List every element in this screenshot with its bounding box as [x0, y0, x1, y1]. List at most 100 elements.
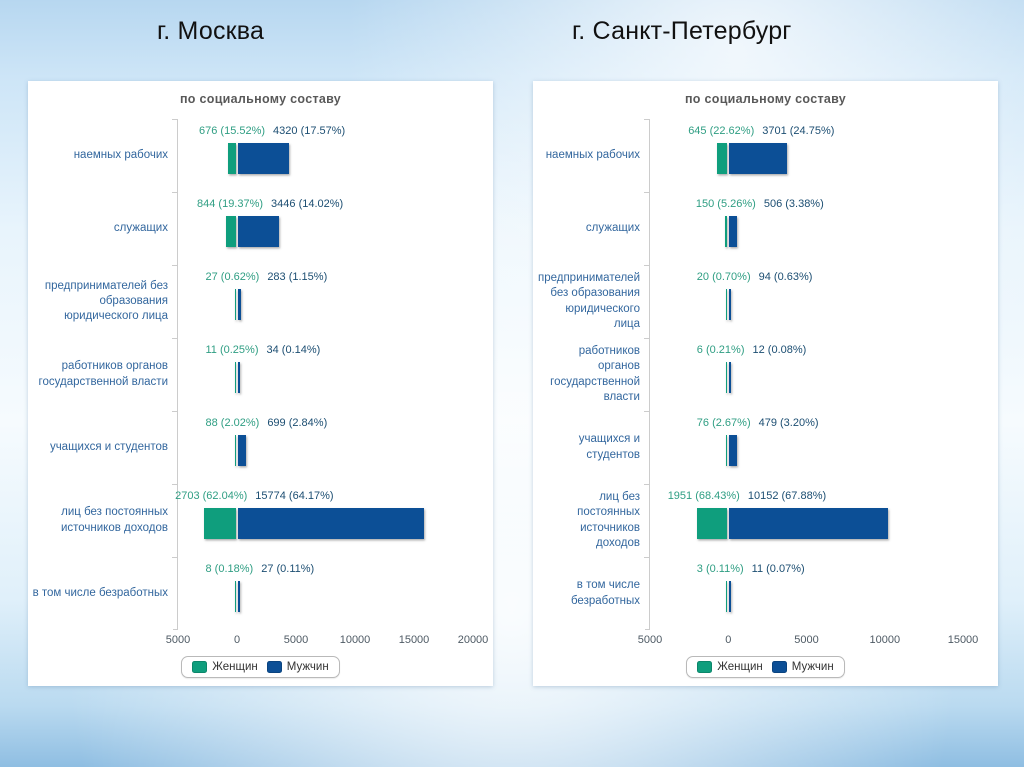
- legend-label-men: Мужчин: [791, 661, 834, 673]
- row-plot-area: 844 (19.37%) 3446 (14.02%): [178, 192, 493, 265]
- category-label: лиц без постоянных источников доходов: [28, 484, 178, 557]
- chart-rows: наемных рабочих 676 (15.52%) 4320 (17.57%)…: [28, 119, 493, 630]
- category-label: учащихся и студентов: [28, 411, 178, 484]
- chart-row: служащих 150 (5.26%) 506 (3.38%): [533, 192, 998, 265]
- legend-item-women[interactable]: Женщин: [192, 661, 258, 673]
- category-label: наемных рабочих: [533, 119, 650, 192]
- men-bar[interactable]: [238, 216, 279, 247]
- women-swatch-icon: [697, 661, 713, 673]
- legend: Женщин Мужчин: [686, 656, 845, 678]
- women-value-label: 8 (0.18%): [205, 563, 254, 575]
- men-value-label: 506 (3.38%): [763, 198, 824, 210]
- row-plot-area: 645 (22.62%) 3701 (24.75%): [650, 119, 998, 192]
- men-bar[interactable]: [729, 216, 738, 247]
- women-bar[interactable]: [725, 362, 728, 393]
- men-bar[interactable]: [238, 581, 240, 612]
- legend-label-men: Мужчин: [286, 661, 329, 673]
- row-plot-area: 8 (0.18%) 27 (0.11%): [178, 557, 493, 630]
- men-bar[interactable]: [238, 289, 242, 320]
- women-value-label: 1951 (68.43%): [667, 490, 740, 502]
- women-bar[interactable]: [234, 362, 236, 393]
- chart-row: наемных рабочих 645 (22.62%) 3701 (24.75%): [533, 119, 998, 192]
- women-bar[interactable]: [725, 581, 728, 612]
- men-bar[interactable]: [238, 143, 289, 174]
- women-bar[interactable]: [228, 143, 236, 174]
- legend-item-men[interactable]: Мужчин: [771, 661, 834, 673]
- men-value-label: 3701 (24.75%): [762, 125, 835, 137]
- women-value-label: 645 (22.62%): [688, 125, 755, 137]
- row-plot-area: 20 (0.70%) 94 (0.63%): [650, 265, 998, 338]
- men-bar[interactable]: [238, 362, 240, 393]
- chart-rows: наемных рабочих 645 (22.62%) 3701 (24.75%)…: [533, 119, 998, 630]
- men-value-label: 4320 (17.57%): [273, 125, 346, 137]
- women-bar[interactable]: [234, 435, 236, 466]
- category-label: учащихся и студентов: [533, 411, 650, 484]
- men-bar[interactable]: [729, 362, 731, 393]
- women-bar[interactable]: [204, 508, 236, 539]
- row-plot-area: 2703 (62.04%) 15774 (64.17%): [175, 484, 493, 557]
- row-plot-area: 150 (5.26%) 506 (3.38%): [650, 192, 998, 265]
- chart-panel-spb: по социальному составу наемных рабочих 64…: [533, 81, 998, 686]
- men-bar[interactable]: [729, 289, 731, 320]
- row-plot-area: 76 (2.67%) 479 (3.20%): [650, 411, 998, 484]
- women-value-label: 11 (0.25%): [205, 344, 259, 356]
- chart-row: служащих 844 (19.37%) 3446 (14.02%): [28, 192, 493, 265]
- axis-tick-label: 0: [233, 634, 241, 646]
- chart-row: в том числе безработных 8 (0.18%) 27 (0.11…: [28, 557, 493, 630]
- men-bar[interactable]: [729, 435, 737, 466]
- category-label: в том числе безработных: [28, 557, 178, 630]
- women-bar[interactable]: [234, 581, 236, 612]
- legend-label-women: Женщин: [717, 661, 763, 673]
- legend-label-women: Женщин: [212, 661, 258, 673]
- men-value-label: 479 (3.20%): [758, 417, 819, 429]
- men-value-label: 15774 (64.17%): [255, 490, 334, 502]
- chart-row: лиц без постоянных источников доходов 195…: [533, 484, 998, 557]
- men-bar[interactable]: [238, 435, 247, 466]
- category-label: служащих: [28, 192, 178, 265]
- men-value-label: 10152 (67.88%): [747, 490, 827, 502]
- category-label: работников органов государственной власт…: [28, 338, 178, 411]
- axis-tick-label: 15000: [947, 634, 979, 646]
- men-value-label: 11 (0.07%): [751, 563, 805, 575]
- axis-tick-label: 0: [725, 634, 732, 646]
- chart-row: работников органов государственной власт…: [28, 338, 493, 411]
- women-bar[interactable]: [226, 216, 236, 247]
- women-bar[interactable]: [725, 289, 728, 320]
- men-bar[interactable]: [729, 581, 731, 612]
- chart-title: по социальному составу: [684, 92, 847, 106]
- row-plot-area: 6 (0.21%) 12 (0.08%): [650, 338, 998, 411]
- chart-row: учащихся и студентов 76 (2.67%) 479 (3.20%…: [533, 411, 998, 484]
- men-bar[interactable]: [238, 508, 425, 539]
- x-axis: 5000 0 5000 10000 15000 20000: [28, 632, 493, 649]
- women-swatch-icon: [192, 661, 208, 673]
- chart-panel-moscow: по социальному составу наемных рабочих 67…: [28, 81, 493, 686]
- axis-tick-label: 20000: [457, 634, 489, 646]
- women-bar[interactable]: [234, 289, 236, 320]
- chart-row: предпринимателей без образования юридиче…: [533, 265, 998, 338]
- legend-item-men[interactable]: Мужчин: [266, 661, 329, 673]
- women-bar[interactable]: [696, 508, 728, 539]
- axis-tick-label: 10000: [869, 634, 901, 646]
- category-label: предпринимателей без образования юридиче…: [533, 265, 650, 338]
- women-value-label: 20 (0.70%): [696, 271, 751, 283]
- slide-title-moscow: г. Москва: [157, 17, 265, 45]
- chart-row: лиц без постоянных источников доходов 270…: [28, 484, 493, 557]
- women-bar[interactable]: [717, 143, 728, 174]
- women-bar[interactable]: [724, 216, 728, 247]
- row-plot-area: 3 (0.11%) 11 (0.07%): [650, 557, 998, 630]
- row-plot-area: 27 (0.62%) 283 (1.15%): [178, 265, 493, 338]
- legend: Женщин Мужчин: [181, 656, 340, 678]
- axis-tick-label: 15000: [398, 634, 430, 646]
- men-value-label: 27 (0.11%): [261, 563, 315, 575]
- chart-row: наемных рабочих 676 (15.52%) 4320 (17.57%): [28, 119, 493, 192]
- row-plot-area: 88 (2.02%) 699 (2.84%): [178, 411, 493, 484]
- category-label: в том числе безработных: [533, 557, 650, 630]
- men-bar[interactable]: [729, 143, 788, 174]
- category-label: работников органов государственной власт…: [533, 338, 650, 411]
- slide-title-spb: г. Санкт-Петербург: [572, 17, 792, 45]
- women-bar[interactable]: [725, 435, 728, 466]
- row-plot-area: 1951 (68.43%) 10152 (67.88%): [650, 484, 998, 557]
- men-bar[interactable]: [729, 508, 889, 539]
- legend-item-women[interactable]: Женщин: [697, 661, 763, 673]
- men-swatch-icon: [771, 661, 787, 673]
